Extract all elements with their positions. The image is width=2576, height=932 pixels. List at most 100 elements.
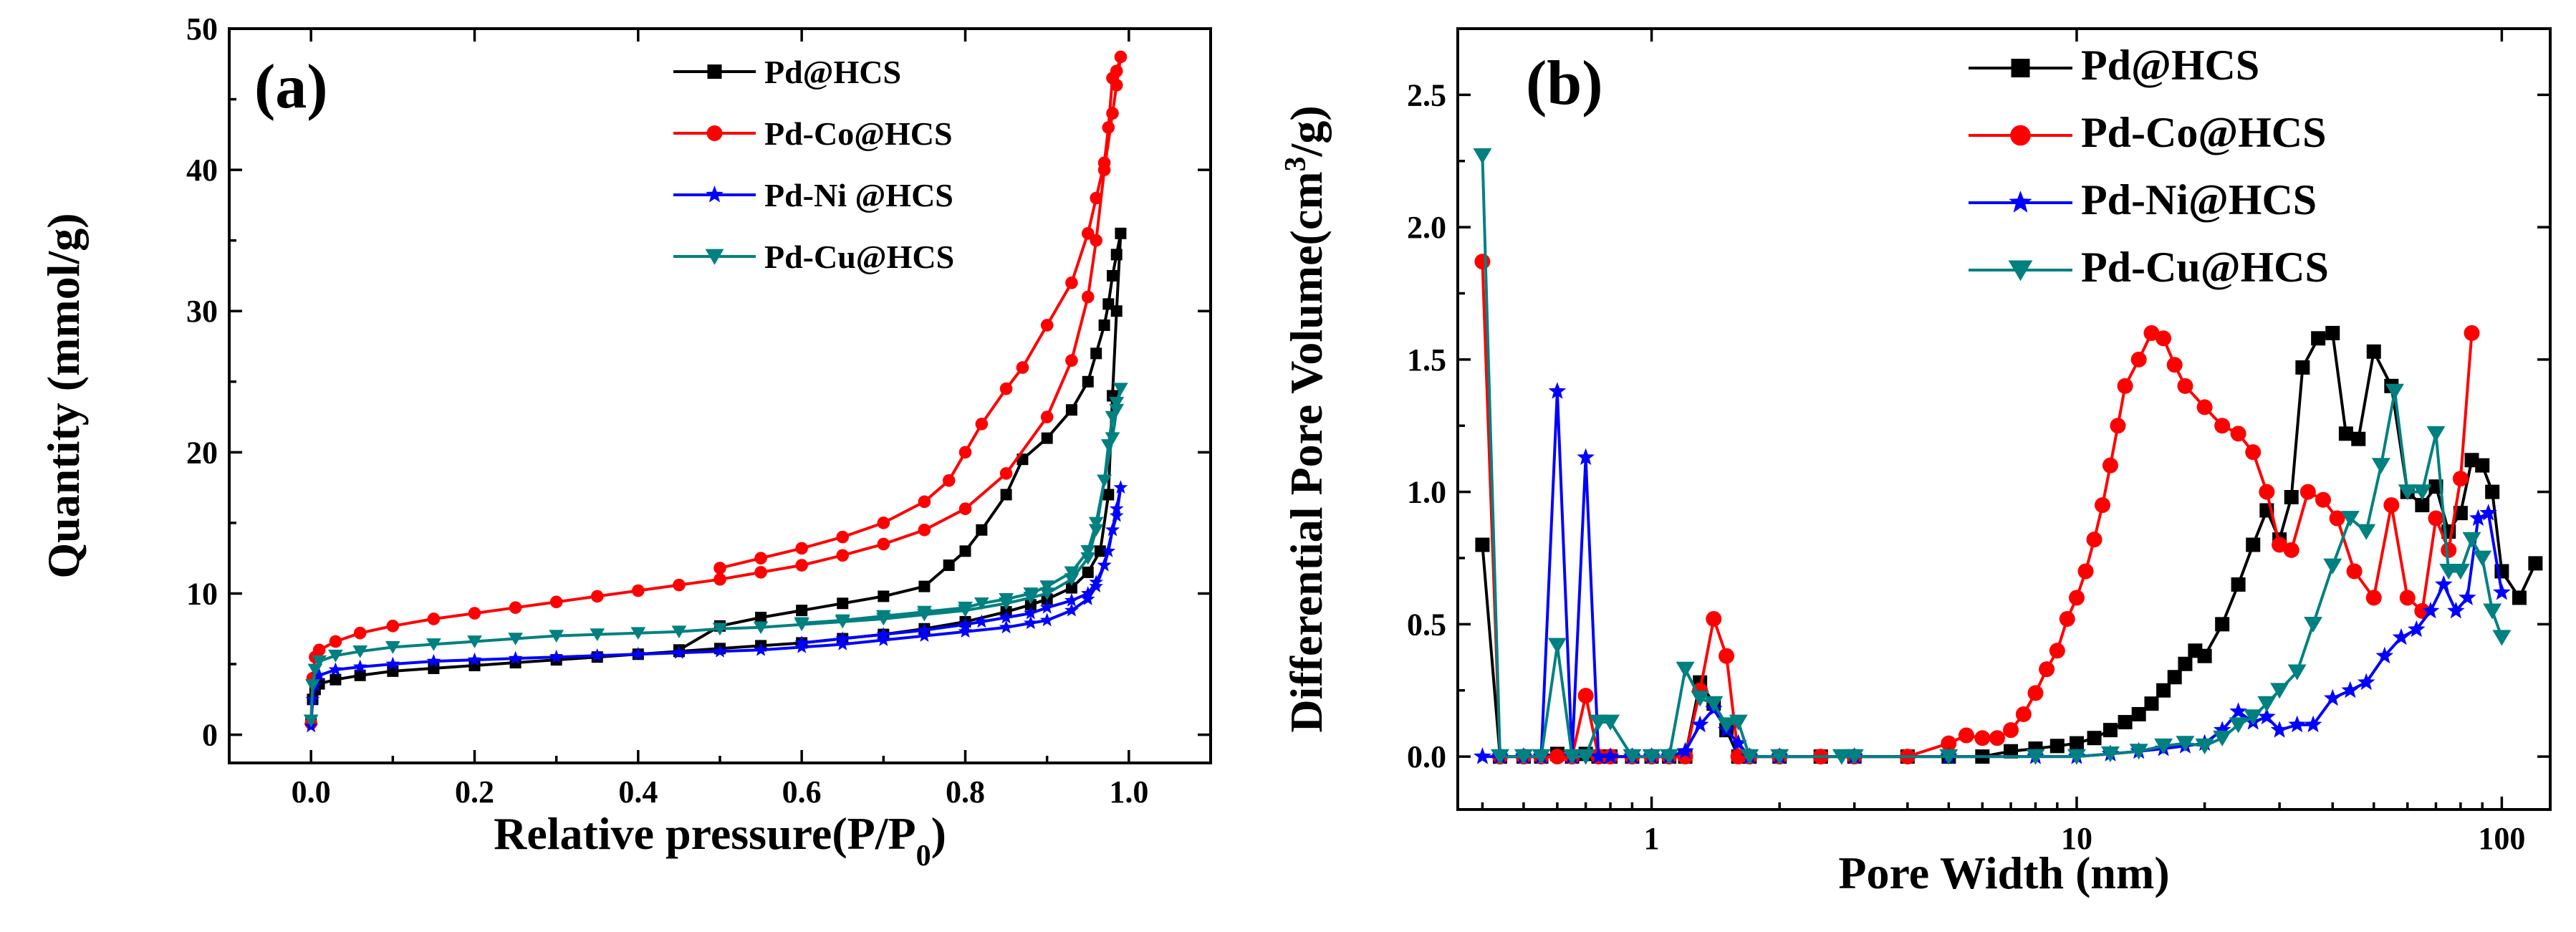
- data-point: [974, 597, 989, 610]
- data-point: [1080, 591, 1095, 605]
- x-axis-title-main: Pore Width (nm): [1838, 847, 2169, 898]
- data-point: [328, 662, 343, 676]
- data-point: [2100, 746, 2120, 763]
- data-point: [2003, 722, 2019, 739]
- legend-label: Pd-Ni @HCS: [764, 177, 953, 213]
- legend-marker: [706, 125, 723, 141]
- data-point: [2315, 491, 2332, 508]
- data-point: [2004, 744, 2019, 759]
- data-point: [943, 559, 955, 572]
- legend-label: Pd-Cu@HCS: [2081, 244, 2329, 291]
- data-point: [2283, 542, 2299, 558]
- data-point: [753, 621, 769, 635]
- data-point: [2143, 325, 2160, 341]
- data-point: [958, 617, 973, 631]
- series-pd-cu-hcs: [303, 383, 1128, 728]
- data-point: [794, 640, 809, 653]
- data-point: [1040, 319, 1054, 332]
- data-point: [1082, 566, 1094, 578]
- data-point: [976, 524, 988, 536]
- y-tick-label: 50: [186, 11, 218, 47]
- data-point: [1729, 734, 1747, 751]
- data-point: [754, 566, 767, 579]
- data-point: [2295, 360, 2310, 375]
- data-point: [2246, 537, 2261, 552]
- chart-panel-a: 0 10 20 30 40 50 0.0 0.2 0.4 0.6 0.8 1.0 Relative pr…: [38, 11, 1212, 873]
- data-point: [385, 656, 400, 671]
- data-point: [2129, 744, 2148, 760]
- data-point: [1562, 749, 1582, 765]
- legend-label: Pd@HCS: [764, 54, 901, 90]
- data-point: [796, 605, 808, 617]
- y-axis-title: Quantity (mmol/g): [38, 213, 89, 578]
- x-tick-label: 100: [2478, 821, 2525, 856]
- data-point: [2407, 620, 2426, 638]
- data-point: [2346, 563, 2363, 580]
- data-point: [2244, 709, 2263, 726]
- data-point: [2323, 688, 2342, 706]
- data-point: [354, 669, 366, 681]
- series-group: [1473, 148, 2543, 765]
- x-axis-title-sub: 0: [916, 840, 931, 873]
- data-point: [2144, 696, 2159, 711]
- legend: Pd@HCS Pd-Co@HCS Pd-Ni @HCS Pd-Cu@HCS: [673, 54, 954, 275]
- data-point: [2086, 532, 2102, 548]
- data-point: [1023, 605, 1038, 620]
- y-axis-title-main: Quantity (mmol/g): [38, 213, 89, 578]
- data-point: [999, 467, 1013, 480]
- data-point: [467, 635, 482, 648]
- data-point: [630, 627, 646, 640]
- data-point: [713, 643, 727, 658]
- data-point: [1016, 361, 1029, 374]
- y-tick-label: 2.5: [1407, 77, 1446, 112]
- data-point: [1576, 749, 1595, 765]
- data-point: [2154, 738, 2173, 755]
- y-tick-label: 0.5: [1407, 607, 1446, 642]
- data-point: [1064, 566, 1080, 580]
- data-point: [312, 655, 327, 668]
- data-point: [1114, 50, 1128, 64]
- data-point: [1941, 735, 1957, 751]
- data-point: [1081, 290, 1095, 304]
- data-point: [2094, 497, 2110, 514]
- data-point: [835, 631, 850, 645]
- data-point: [2338, 426, 2353, 441]
- data-point: [2215, 617, 2230, 632]
- data-point: [1064, 573, 1080, 587]
- legend-label: Pd-Co@HCS: [764, 115, 953, 152]
- data-point: [2469, 509, 2487, 527]
- data-point: [2059, 610, 2075, 627]
- data-point: [1088, 524, 1104, 537]
- data-point: [999, 620, 1014, 634]
- data-point: [1475, 537, 1490, 552]
- data-point: [795, 559, 808, 572]
- data-point: [632, 584, 645, 597]
- x-axis-title: Pore Width (nm): [1838, 847, 2169, 898]
- data-point: [1023, 615, 1038, 630]
- data-point: [1065, 277, 1078, 289]
- data-point: [1704, 696, 1724, 712]
- data-point: [467, 652, 482, 666]
- data-point: [2340, 511, 2360, 527]
- x-tick-label: 0.8: [946, 774, 985, 810]
- data-point: [1719, 648, 1735, 664]
- data-point: [2015, 706, 2032, 722]
- data-point: [2077, 563, 2094, 580]
- data-point: [1589, 714, 1608, 731]
- data-point: [1989, 730, 2005, 746]
- data-point: [877, 517, 890, 529]
- data-point: [352, 645, 368, 658]
- data-point: [836, 549, 850, 562]
- data-point: [1115, 227, 1127, 239]
- data-point: [1090, 234, 1102, 247]
- data-point: [2325, 325, 2340, 340]
- series-pd-cu-hcs: [1473, 148, 2512, 765]
- data-point: [2365, 590, 2382, 606]
- data-point: [1024, 599, 1037, 611]
- data-point: [2213, 730, 2232, 746]
- data-point: [2197, 648, 2212, 663]
- data-point: [2415, 498, 2430, 513]
- data-point: [2451, 564, 2470, 580]
- data-point: [426, 638, 441, 651]
- y-axis-title-sup: 3: [1279, 156, 1312, 171]
